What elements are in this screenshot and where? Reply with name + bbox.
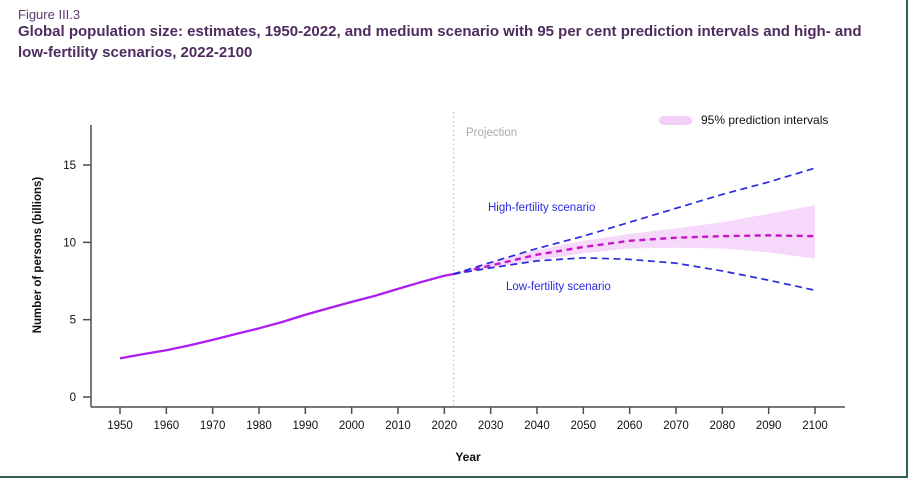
y-tick-label: 5 [70,315,76,327]
x-tick-label: 1960 [154,420,180,432]
x-axis-title: Year [455,450,481,464]
series-line-high [453,167,816,275]
legend: 95% prediction intervals [659,113,828,127]
x-tick-label: 2040 [524,420,550,432]
x-tick-label: 2010 [385,420,411,432]
x-tick-label: 2060 [617,420,643,432]
x-tick-label: 2000 [339,420,365,432]
x-tick-label: 1950 [107,420,133,432]
figure-title: Global population size: estimates, 1950-… [18,23,862,61]
prediction-interval-swatch-icon [659,115,692,125]
y-tick-label: 15 [63,160,76,172]
x-tick-label: 2070 [663,420,689,432]
low-fertility-label: Low-fertility scenario [506,281,611,293]
y-axis-title: Number of persons (billions) [32,176,44,334]
x-tick-label: 2050 [571,420,597,432]
series-line-medium [453,234,816,276]
y-tick-label: 0 [70,392,76,404]
series-line-estimates [119,272,454,360]
projection-label: Projection [466,127,518,139]
x-tick-label: 2020 [432,420,458,432]
x-tick-label: 2100 [802,420,828,432]
population-chart-canvas: 0 5 10 15 1950 1960 1970 1980 1990 2000 2010 2020 20… [63,112,845,432]
x-tick-label: 2080 [710,420,736,432]
y-tick-label: 10 [63,237,76,249]
x-tick-label: 2030 [478,420,504,432]
x-tick-label: 2090 [756,420,782,432]
x-tick-label: 1970 [200,420,226,432]
x-tick-label: 1980 [246,420,272,432]
legend-label: 95% prediction intervals [701,113,829,127]
figure-number: Figure III.3 [18,7,81,22]
high-fertility-label: High-fertility scenario [488,202,596,214]
x-tick-label: 1990 [293,420,319,432]
series-line-low [453,256,816,292]
